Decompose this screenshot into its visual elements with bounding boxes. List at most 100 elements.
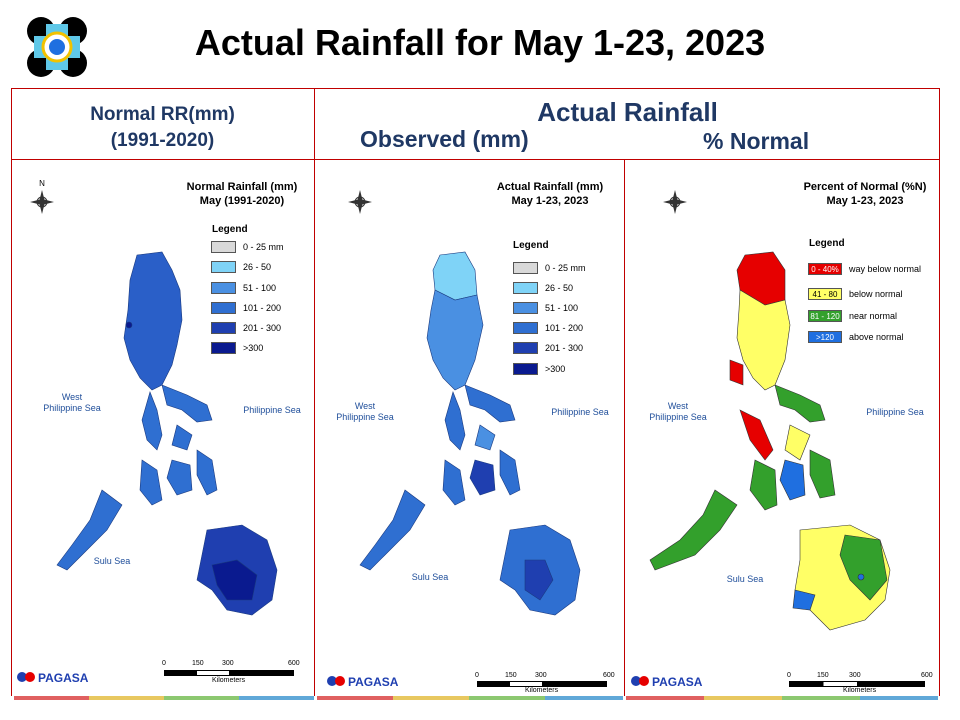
- footer-band-blue: [239, 696, 314, 700]
- footer-band-yellow: [89, 696, 164, 700]
- header-normal-line2: (1991-2020): [110, 130, 215, 151]
- map-panel-normal: Normal Rainfall (mm) May (1991-2020) Leg…: [12, 160, 314, 696]
- footer-band-green: [164, 696, 239, 700]
- pagasa-logo: PAGASA: [630, 668, 710, 694]
- legend-swatch: 0 - 40%: [808, 263, 842, 275]
- legend-swatch: [513, 282, 538, 294]
- footer-band-blue: [860, 696, 938, 700]
- legend-swatch: [211, 261, 236, 273]
- sea-label-west-1: West: [61, 392, 83, 402]
- header-percent-normal: % Normal: [703, 128, 810, 154]
- compass-rose-icon: [663, 190, 687, 214]
- svg-text:PAGASA: PAGASA: [38, 671, 89, 685]
- pagasa-logo: PAGASA: [326, 668, 406, 694]
- philippines-landmass-observed: [359, 251, 581, 616]
- philippines-landmass-normal: [56, 251, 278, 616]
- svg-text:PAGASA: PAGASA: [652, 675, 703, 689]
- legend-row: >120 above normal: [808, 329, 904, 345]
- map-panel-percent: Percent of Normal (%N) May 1-23, 2023 Le…: [625, 160, 939, 696]
- compass-n: N: [39, 179, 45, 188]
- legend-row: 201 - 300: [513, 341, 583, 355]
- legend-row: 81 - 120 near normal: [808, 308, 897, 324]
- footer-band-red: [626, 696, 704, 700]
- scale-bar: [477, 681, 607, 687]
- scale-tick: 0: [787, 672, 791, 679]
- legend-row: 26 - 50: [211, 260, 271, 274]
- scale-tick: 300: [535, 672, 547, 679]
- scale-tick: 300: [222, 660, 234, 667]
- sea-label-sulu: Sulu Sea: [726, 574, 764, 584]
- legend-row: 201 - 300: [211, 321, 281, 335]
- legend-row: 101 - 200: [513, 321, 583, 335]
- sea-label-east: Philippine Sea: [866, 407, 924, 417]
- legend-title-observed: Legend: [513, 240, 549, 251]
- legend-swatch: >120: [808, 331, 842, 343]
- header-normal-line1: Normal RR(mm): [90, 104, 235, 125]
- legend-label: 0 - 25 mm: [545, 263, 586, 273]
- legend-swatch: [211, 302, 236, 314]
- legend-label: 51 - 100: [545, 303, 579, 313]
- legend-label: above normal: [849, 332, 904, 342]
- legend-row: 101 - 200: [211, 301, 281, 315]
- legend-swatch: [513, 363, 538, 375]
- header-divider: [11, 159, 940, 160]
- sea-label-west-1: West: [667, 401, 689, 411]
- scale-tick: 600: [921, 672, 933, 679]
- scale-tick: 0: [475, 672, 479, 679]
- legend-swatch: [513, 302, 538, 314]
- legend-swatch: [211, 241, 236, 253]
- sea-label-sulu: Sulu Sea: [411, 572, 449, 582]
- map-normal-svg: [30, 190, 278, 616]
- map-title-observed-line2: May 1-23, 2023: [511, 195, 589, 207]
- scale-unit: Kilometers: [212, 677, 246, 684]
- legend-label: 26 - 50: [243, 262, 272, 272]
- pagasa-seal-logo: [24, 14, 90, 80]
- legend-row: 0 - 40% way below normal: [808, 261, 921, 277]
- scale-tick: 600: [288, 660, 300, 667]
- legend-label: >300: [243, 343, 264, 353]
- scale-tick: 150: [505, 672, 517, 679]
- header-observed: Observed (mm): [360, 126, 529, 152]
- legend-title-normal: Legend: [212, 224, 248, 235]
- legend-label: 51 - 100: [243, 283, 277, 293]
- scale-tick: 150: [817, 672, 829, 679]
- legend-swatch: [513, 262, 538, 274]
- map-title-percent-line2: May 1-23, 2023: [826, 195, 904, 207]
- legend-title-percent: Legend: [809, 238, 845, 249]
- svg-text:PAGASA: PAGASA: [348, 675, 399, 689]
- legend-label: 201 - 300: [243, 323, 282, 333]
- header-actual-rainfall: Actual Rainfall: [537, 97, 718, 127]
- legend-swatch: 41 - 80: [808, 288, 842, 300]
- sea-label-east: Philippine Sea: [551, 407, 609, 417]
- scale-unit: Kilometers: [843, 687, 877, 694]
- map-title-normal-line1: Normal Rainfall (mm): [186, 181, 298, 193]
- legend-swatch: 81 - 120: [808, 310, 842, 322]
- divider-observed-percent: [624, 159, 625, 696]
- legend-row: 0 - 25 mm: [513, 261, 586, 275]
- legend-swatch: [513, 342, 538, 354]
- divider-normal-actual: [314, 88, 315, 696]
- sea-label-west-2: Philippine Sea: [43, 403, 101, 413]
- legend-row: 51 - 100: [513, 301, 578, 315]
- sea-label-east: Philippine Sea: [243, 405, 301, 415]
- map-title-percent-line1: Percent of Normal (%N): [803, 181, 927, 193]
- footer-band-yellow: [704, 696, 782, 700]
- slide-title: Actual Rainfall for May 1-23, 2023: [194, 22, 766, 63]
- compass-rose-icon: [348, 190, 372, 214]
- footer-band-red: [317, 696, 393, 700]
- sea-label-west-1: West: [354, 401, 376, 411]
- legend-row: 51 - 100: [211, 281, 276, 295]
- legend-label: 26 - 50: [545, 283, 574, 293]
- footer-band-blue: [545, 696, 623, 700]
- scale-tick: 600: [603, 672, 615, 679]
- footer-band-green: [469, 696, 545, 700]
- legend-label: 101 - 200: [545, 323, 584, 333]
- scale-bar: [789, 681, 925, 687]
- scale-bar: [164, 670, 294, 676]
- legend-swatch: [211, 322, 236, 334]
- legend-label: way below normal: [849, 264, 922, 274]
- legend-row: >300: [513, 362, 565, 376]
- scale-tick: 0: [162, 660, 166, 667]
- legend-label: >300: [545, 364, 566, 374]
- footer-band-yellow: [393, 696, 469, 700]
